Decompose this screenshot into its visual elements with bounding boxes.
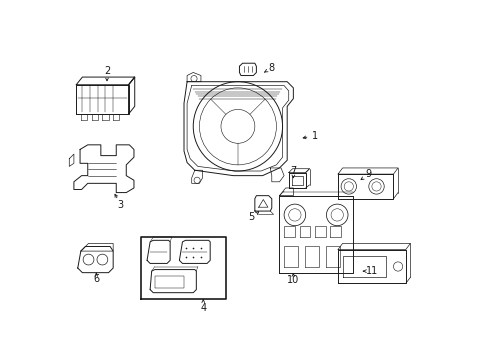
Text: 4: 4: [200, 303, 206, 313]
Text: 5: 5: [248, 212, 254, 222]
Text: 6: 6: [93, 274, 99, 284]
Text: 9: 9: [365, 169, 371, 179]
Text: 8: 8: [268, 63, 274, 73]
Text: 2: 2: [103, 66, 110, 76]
Text: 3: 3: [118, 200, 123, 210]
Text: 1: 1: [311, 131, 317, 141]
Text: 11: 11: [365, 266, 377, 276]
Text: 7: 7: [290, 166, 296, 176]
Text: 10: 10: [286, 275, 299, 285]
